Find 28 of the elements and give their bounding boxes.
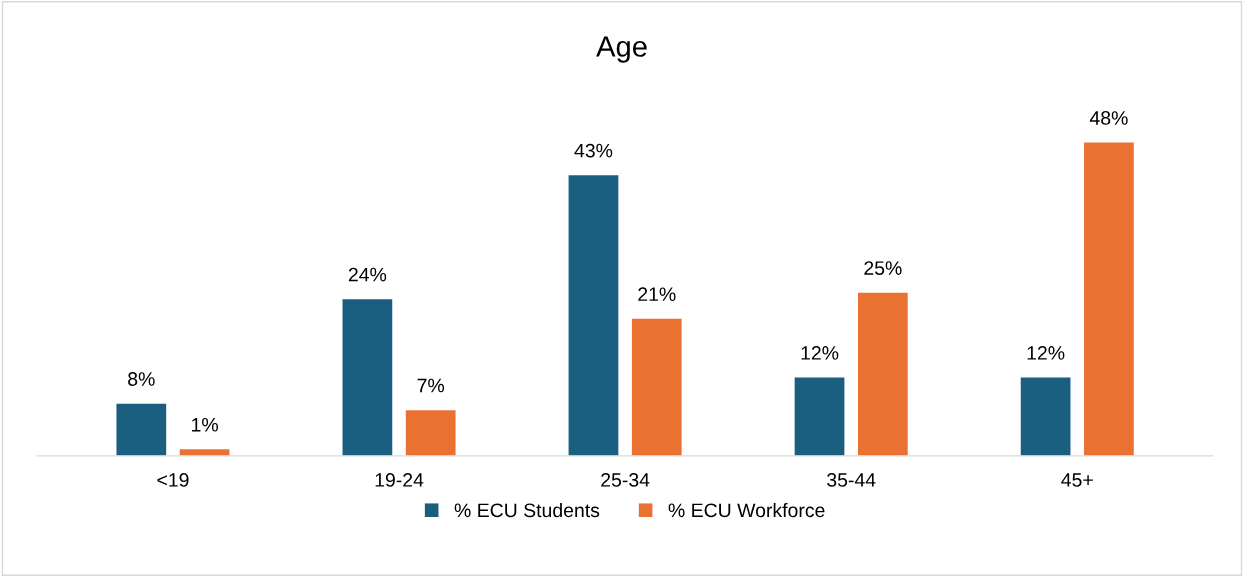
data-label: 12% (801, 346, 839, 360)
x-tick-label: 19-24 (375, 473, 424, 487)
data-label: 1% (192, 417, 218, 432)
bar (857, 292, 908, 456)
data-label: 48% (1089, 111, 1128, 125)
x-tick-label: <19 (157, 473, 189, 487)
data-label: 7% (417, 378, 445, 393)
x-tick-label: 35-44 (827, 473, 876, 487)
data-label: 24% (348, 267, 387, 282)
data-label: 12% (1027, 346, 1065, 360)
chart-title: Age (596, 36, 647, 63)
bar (342, 299, 393, 456)
bar (794, 377, 845, 456)
bar (1020, 377, 1071, 456)
data-label: 25% (864, 261, 902, 275)
x-tick-label: 45+ (1061, 473, 1093, 487)
bar (179, 449, 230, 456)
x-tick-label: 25-34 (601, 473, 650, 487)
bar (116, 403, 167, 456)
legend-label: % ECU Workforce (668, 502, 825, 518)
data-label: 8% (128, 372, 155, 386)
bar (568, 175, 619, 456)
bar (1084, 142, 1134, 456)
data-label: 21% (638, 287, 676, 301)
data-label: 43% (574, 143, 613, 158)
legend-label: % ECU Students (454, 502, 600, 518)
bar (631, 318, 682, 456)
bar (405, 410, 456, 456)
